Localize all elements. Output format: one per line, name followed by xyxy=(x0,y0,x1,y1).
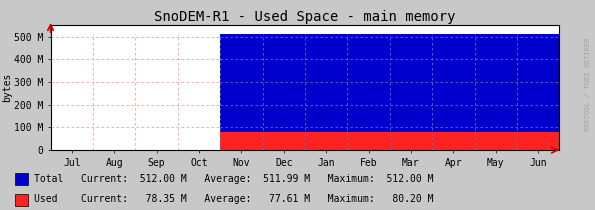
Text: Total   Current:  512.00 M   Average:  511.99 M   Maximum:  512.00 M: Total Current: 512.00 M Average: 511.99 … xyxy=(34,173,433,184)
Title: SnoDEM-R1 - Used Space - main memory: SnoDEM-R1 - Used Space - main memory xyxy=(154,10,456,24)
Y-axis label: bytes: bytes xyxy=(2,73,12,102)
Text: Used    Current:   78.35 M   Average:   77.61 M   Maximum:   80.20 M: Used Current: 78.35 M Average: 77.61 M M… xyxy=(34,194,433,205)
Text: RRDTOOL / TOBI OETIKER: RRDTOOL / TOBI OETIKER xyxy=(585,37,591,131)
